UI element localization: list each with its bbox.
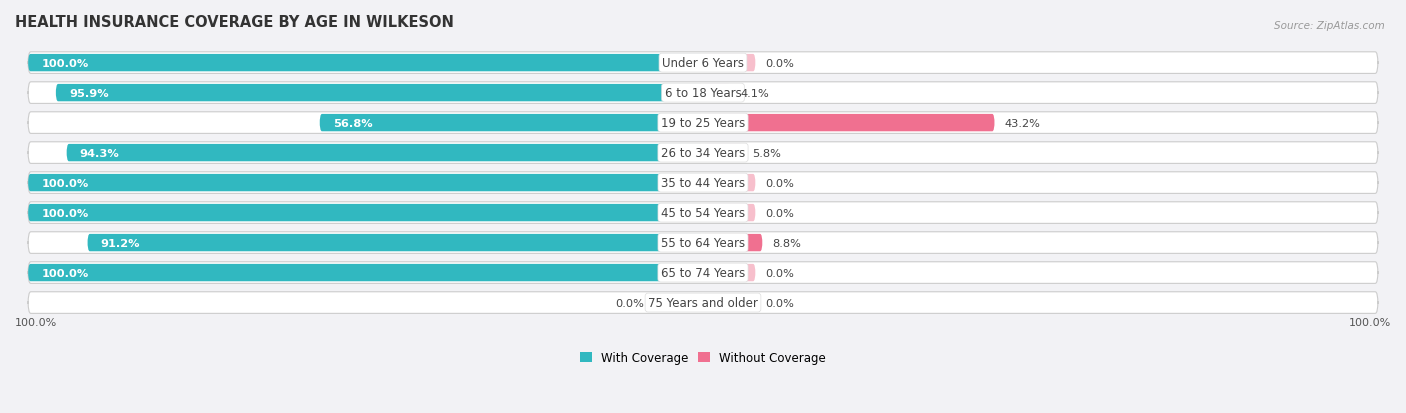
Text: 26 to 34 Years: 26 to 34 Years (661, 147, 745, 160)
Text: 94.3%: 94.3% (80, 148, 120, 158)
Text: 0.0%: 0.0% (765, 298, 794, 308)
Text: 0.0%: 0.0% (616, 298, 644, 308)
FancyBboxPatch shape (28, 202, 1378, 224)
FancyBboxPatch shape (703, 174, 755, 192)
FancyBboxPatch shape (703, 234, 762, 252)
FancyBboxPatch shape (28, 232, 1378, 254)
Text: 100.0%: 100.0% (41, 178, 89, 188)
Text: 91.2%: 91.2% (101, 238, 141, 248)
Text: HEALTH INSURANCE COVERAGE BY AGE IN WILKESON: HEALTH INSURANCE COVERAGE BY AGE IN WILK… (15, 15, 454, 30)
Text: 65 to 74 Years: 65 to 74 Years (661, 266, 745, 279)
FancyBboxPatch shape (28, 53, 1378, 74)
FancyBboxPatch shape (703, 85, 731, 102)
Legend: With Coverage, Without Coverage: With Coverage, Without Coverage (575, 347, 831, 369)
FancyBboxPatch shape (28, 172, 1378, 194)
FancyBboxPatch shape (28, 83, 1378, 104)
FancyBboxPatch shape (28, 204, 703, 222)
Text: 100.0%: 100.0% (15, 317, 58, 328)
Text: 0.0%: 0.0% (765, 178, 794, 188)
FancyBboxPatch shape (703, 204, 755, 222)
Text: 5.8%: 5.8% (752, 148, 780, 158)
Text: 8.8%: 8.8% (772, 238, 801, 248)
FancyBboxPatch shape (28, 142, 1378, 164)
FancyBboxPatch shape (703, 145, 742, 162)
FancyBboxPatch shape (28, 112, 1378, 134)
FancyBboxPatch shape (87, 234, 703, 252)
Text: 45 to 54 Years: 45 to 54 Years (661, 206, 745, 220)
Text: 100.0%: 100.0% (41, 208, 89, 218)
Text: 0.0%: 0.0% (765, 59, 794, 69)
Text: 6 to 18 Years: 6 to 18 Years (665, 87, 741, 100)
FancyBboxPatch shape (28, 262, 1378, 284)
Text: Source: ZipAtlas.com: Source: ZipAtlas.com (1274, 21, 1385, 31)
Text: 95.9%: 95.9% (69, 88, 108, 98)
Text: 0.0%: 0.0% (765, 208, 794, 218)
FancyBboxPatch shape (56, 85, 703, 102)
Text: 43.2%: 43.2% (1004, 118, 1040, 128)
Text: 35 to 44 Years: 35 to 44 Years (661, 177, 745, 190)
Text: 100.0%: 100.0% (41, 59, 89, 69)
FancyBboxPatch shape (319, 115, 703, 132)
Text: 19 to 25 Years: 19 to 25 Years (661, 117, 745, 130)
Text: 55 to 64 Years: 55 to 64 Years (661, 237, 745, 249)
FancyBboxPatch shape (703, 294, 755, 311)
FancyBboxPatch shape (703, 55, 755, 72)
Text: 0.0%: 0.0% (765, 268, 794, 278)
FancyBboxPatch shape (28, 174, 703, 192)
Text: Under 6 Years: Under 6 Years (662, 57, 744, 70)
FancyBboxPatch shape (703, 115, 994, 132)
FancyBboxPatch shape (28, 264, 703, 282)
Text: 100.0%: 100.0% (41, 268, 89, 278)
Text: 100.0%: 100.0% (1348, 317, 1391, 328)
FancyBboxPatch shape (28, 292, 1378, 313)
Text: 4.1%: 4.1% (741, 88, 769, 98)
FancyBboxPatch shape (703, 264, 755, 282)
FancyBboxPatch shape (66, 145, 703, 162)
Text: 56.8%: 56.8% (333, 118, 373, 128)
FancyBboxPatch shape (28, 55, 703, 72)
Text: 75 Years and older: 75 Years and older (648, 297, 758, 309)
FancyBboxPatch shape (651, 294, 703, 311)
